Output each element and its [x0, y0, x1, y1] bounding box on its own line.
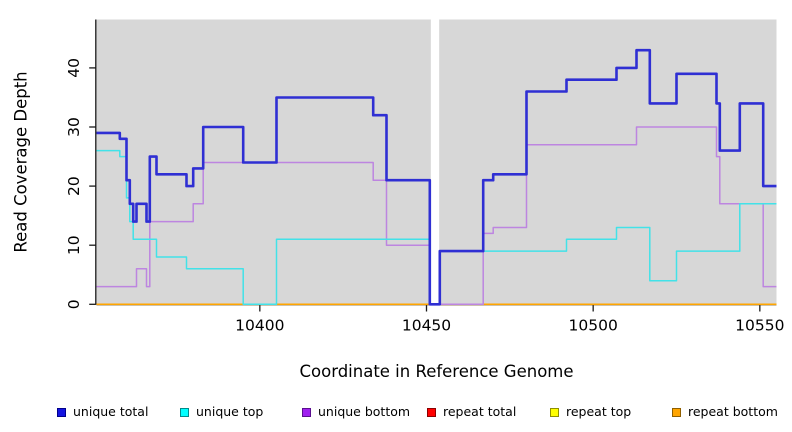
- y-axis-label: Read Coverage Depth: [11, 71, 31, 253]
- x-axis-label: Coordinate in Reference Genome: [299, 362, 574, 381]
- y-tick-label: 40: [65, 58, 83, 78]
- x-tick-label: 10400: [235, 317, 284, 335]
- missing-data-gap: [430, 19, 440, 306]
- x-tick-label: 10550: [735, 317, 784, 335]
- x-tick-label: 10500: [569, 317, 618, 335]
- x-tick-label: 10450: [402, 317, 451, 335]
- y-tick-label: 20: [65, 176, 83, 196]
- y-tick-label: 0: [65, 299, 83, 309]
- y-tick-label: 10: [65, 235, 83, 255]
- series-unique-total: [96, 48, 777, 306]
- y-tick-label: 30: [65, 117, 83, 137]
